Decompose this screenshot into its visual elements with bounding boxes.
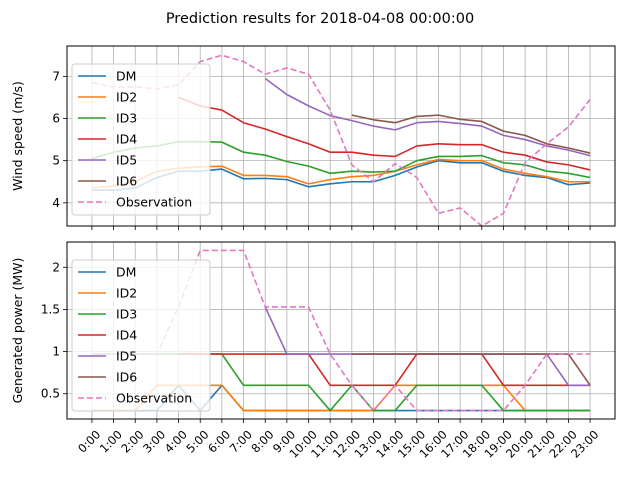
legend-label-id3: ID3: [116, 111, 137, 126]
chart-title: Prediction results for 2018-04-08 00:00:…: [166, 11, 474, 27]
legend-label-id6: ID6: [116, 370, 137, 385]
legend-box: [71, 63, 211, 216]
series-line-id5: [264, 77, 591, 157]
x-tick-label: 0:00: [75, 427, 103, 455]
y-tick-label: 5: [52, 154, 60, 168]
y-tick-label: 4: [52, 196, 60, 210]
legend-label-id6: ID6: [116, 174, 137, 189]
power-y-axis-label: Generated power (MW): [10, 258, 25, 404]
legend-label-id5: ID5: [116, 349, 137, 364]
x-tick-label: 8:00: [248, 427, 276, 455]
legend-label-dm: DM: [116, 69, 136, 84]
power-legend: DM ID2 ID3 ID4 ID5 ID6 Observation: [71, 259, 211, 412]
x-tick-label: 3:00: [140, 427, 168, 455]
legend-label-id4: ID4: [116, 132, 137, 147]
wind-legend: DM ID2 ID3 ID4 ID5 ID6 Observation: [71, 63, 211, 216]
wind-y-ticks: 4 5 6 7: [52, 69, 67, 210]
legend-label-id4: ID4: [116, 328, 137, 343]
series-line-id4: [178, 96, 591, 171]
x-tick-label: 1:00: [97, 427, 125, 455]
y-tick-label: 2: [52, 260, 60, 274]
y-tick-label: 6: [52, 112, 60, 126]
x-tick-label: 6:00: [205, 427, 233, 455]
wind-speed-panel: 4 5 6 7 Wind speed (m/s) DM ID2 ID3 ID4 ID5 ID6 Obs…: [10, 45, 616, 230]
legend-label-id2: ID2: [116, 286, 137, 301]
x-tick-label: 4:00: [162, 427, 190, 455]
legend-label-id2: ID2: [116, 90, 137, 105]
x-tick-label: 5:00: [183, 427, 211, 455]
wind-y-axis-label: Wind speed (m/s): [10, 81, 25, 191]
legend-box: [71, 259, 211, 412]
power-x-ticks: 0:001:002:003:004:005:006:007:008:009:00…: [75, 419, 601, 461]
legend-label-observation: Observation: [116, 391, 192, 406]
series-line-id4: [178, 353, 591, 387]
series-line-id6: [351, 353, 591, 386]
legend-label-id5: ID5: [116, 153, 137, 168]
power-axes-frame: [66, 241, 616, 420]
legend-label-id3: ID3: [116, 307, 137, 322]
x-tick-label: 7:00: [227, 427, 255, 455]
power-panel: 0:001:002:003:004:005:006:007:008:009:00…: [10, 241, 616, 461]
legend-label-observation: Observation: [116, 195, 192, 210]
y-tick-label: 7: [52, 69, 60, 83]
y-tick-label: 0.5: [41, 387, 60, 401]
wind-axes-frame: [66, 45, 616, 227]
y-tick-label: 1.5: [41, 302, 60, 316]
series-line-id6: [351, 114, 591, 154]
x-tick-label: 2:00: [118, 427, 146, 455]
legend-label-dm: DM: [116, 265, 136, 280]
y-tick-label: 1: [52, 345, 60, 359]
wind-x-ticks: [91, 226, 591, 230]
power-y-ticks: 0.5 1 1.5 2: [41, 260, 67, 401]
